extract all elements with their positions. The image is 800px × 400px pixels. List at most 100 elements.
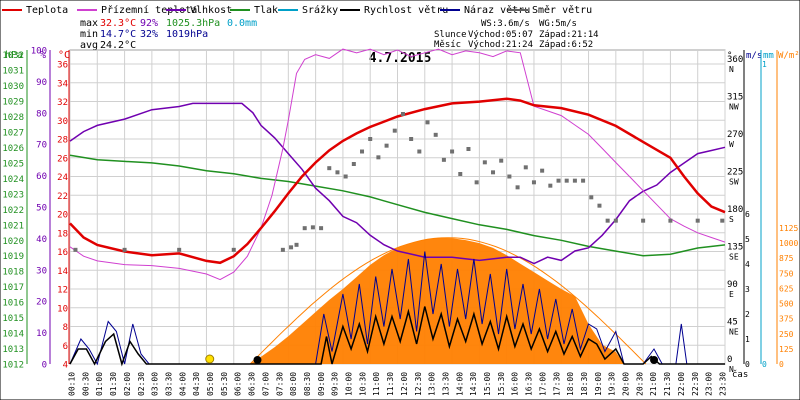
legend-item-smer: Směr větru [508, 4, 592, 16]
direction-tick-label: 180 [727, 205, 743, 215]
stats-avg-temp: 24.2°C [100, 40, 136, 51]
direction-tick-dir: W [729, 140, 734, 149]
radiation-tick-label: 125 [779, 345, 794, 354]
wind-tick-label: 3 [745, 285, 750, 294]
axis-unit-degc: °C [58, 50, 70, 61]
x-tick-label: 12:30 [414, 372, 423, 396]
pressure-tick-label: 1031 [2, 67, 24, 77]
radiation-tick-label: 250 [779, 330, 794, 339]
radiation-tick-label: 1000 [779, 239, 798, 248]
x-tick-label: 01:30 [109, 372, 118, 396]
pressure-tick-label: 1027 [2, 128, 24, 138]
wind-tick-label: 6 [745, 210, 750, 219]
sunrise-marker [205, 354, 215, 364]
temperature-tick-label: 20 [57, 211, 68, 221]
wind-direction-point [441, 157, 446, 162]
legend-item-teplota: Teplota [2, 5, 68, 16]
direction-tick-dir: SE [729, 253, 739, 262]
x-tick-label: 07:00 [261, 372, 270, 396]
direction-tick-dir: NW [729, 103, 739, 112]
wind-direction-point [466, 147, 471, 151]
radiation-tick-label: 750 [779, 269, 794, 278]
x-tick-label: 23:30 [719, 372, 728, 396]
direction-tick-dir: SW [729, 178, 739, 187]
humidity-tick-label: 70 [36, 141, 47, 151]
wind-direction-point [523, 165, 528, 170]
temperature-tick-label: 8 [63, 323, 68, 333]
pressure-tick-label: 1023 [2, 190, 24, 200]
wind-direction-point [384, 143, 389, 148]
x-tick-label: 03:30 [164, 372, 173, 396]
info-block: WS:3.6m/s WG:5m/s Slunce Východ:05:07 Zá… [434, 19, 599, 50]
legend-label: Tlak [254, 5, 278, 16]
axis-unit-deg: ° [727, 51, 732, 61]
wind-direction-point [327, 166, 332, 171]
x-tick-label: 03:00 [151, 372, 160, 396]
wind-speed-info: WS:3.6m/s [481, 19, 530, 29]
wind-direction-point [695, 218, 700, 223]
stats-min-hum: 32% [140, 29, 158, 40]
wind-direction-point [335, 170, 340, 175]
axis-unit-pct: % [40, 50, 46, 61]
right-axes: 0N45NE90E135SE180S225SW270W315NW360N0123… [727, 50, 798, 374]
x-axis: 00:10 00:30 01:00 01:30 02:00 02:30 03:00 03:30… [68, 372, 728, 396]
x-tick-label: 17:00 [538, 372, 547, 396]
legend-label: Přízemní teplota [101, 4, 197, 16]
x-tick-label: 00:10 [68, 372, 77, 396]
temperature-tick-label: 14 [57, 267, 68, 277]
wind-direction-point [302, 226, 307, 231]
pressure-tick-label: 1018 [2, 268, 24, 278]
legend-label: Směr větru [532, 4, 592, 16]
direction-tick-label: 360 [727, 55, 743, 65]
x-tick-label: 21:30 [663, 372, 672, 396]
x-tick-label: 21:00 [649, 372, 658, 396]
x-tick-label: 15:30 [497, 372, 506, 396]
x-tick-label: 01:00 [95, 372, 104, 396]
legend-label: Vlhkost [190, 5, 232, 16]
stats-min-press: 1019hPa [166, 29, 208, 40]
wind-direction-point [548, 183, 553, 188]
moonset-marker [253, 356, 262, 364]
wind-direction-point [409, 137, 414, 141]
axis-unit-wm2: W/m² [778, 51, 800, 61]
temperature-tick-label: 10 [57, 304, 68, 314]
radiation-tick-label: 0 [779, 360, 784, 369]
x-tick-label: 06:00 [234, 372, 243, 396]
axis-unit-hpa: hPa [5, 50, 23, 61]
pressure-tick-label: 1029 [2, 98, 24, 108]
x-tick-label: 11:30 [386, 372, 395, 396]
direction-tick-dir: NE [729, 328, 739, 337]
radiation-tick-label: 500 [779, 300, 794, 309]
wind-direction-point [531, 180, 536, 185]
wind-direction-point [392, 128, 397, 133]
wind-tick-label: 2 [745, 310, 750, 319]
wind-direction-point [507, 174, 512, 179]
axis-unit-mm: mm [763, 51, 774, 61]
legend-label: Srážky [302, 4, 338, 16]
wind-direction-point [720, 218, 725, 223]
stats-max-press: 1025.3hPa [166, 18, 220, 29]
wind-direction-point [417, 149, 422, 154]
wind-direction-point [368, 137, 373, 141]
stats-min-label: min [80, 29, 98, 40]
moon-rise: Východ:21:24 [468, 40, 533, 50]
x-tick-label: 22:00 [677, 372, 686, 396]
pressure-tick-label: 1019 [2, 252, 24, 262]
legend-item-rychlost: Rychlost větru [340, 4, 448, 16]
pressure-tick-label: 1028 [2, 113, 24, 123]
pressure-tick-label: 1014 [2, 330, 24, 340]
humidity-tick-label: 40 [36, 235, 47, 245]
moon-label: Měsíc [434, 40, 461, 50]
humidity-tick-label: 20 [36, 298, 47, 308]
humidity-tick-label: 0 [42, 361, 47, 371]
humidity-tick-label: 60 [36, 172, 47, 182]
stats-max-label: max [80, 18, 98, 29]
x-tick-label: 09:00 [317, 372, 326, 396]
series-humidity [69, 102, 726, 265]
pressure-tick-label: 1013 [2, 345, 24, 355]
legend: Teplota Přízemní teplota Vlhkost Tlak Sr… [2, 4, 592, 16]
left-axes: 4681012141618202224262830323436101210131… [2, 47, 70, 371]
x-tick-label: 05:00 [206, 372, 215, 396]
x-tick-label: 16:30 [525, 372, 534, 396]
legend-item-srazky: Srážky [278, 4, 338, 16]
